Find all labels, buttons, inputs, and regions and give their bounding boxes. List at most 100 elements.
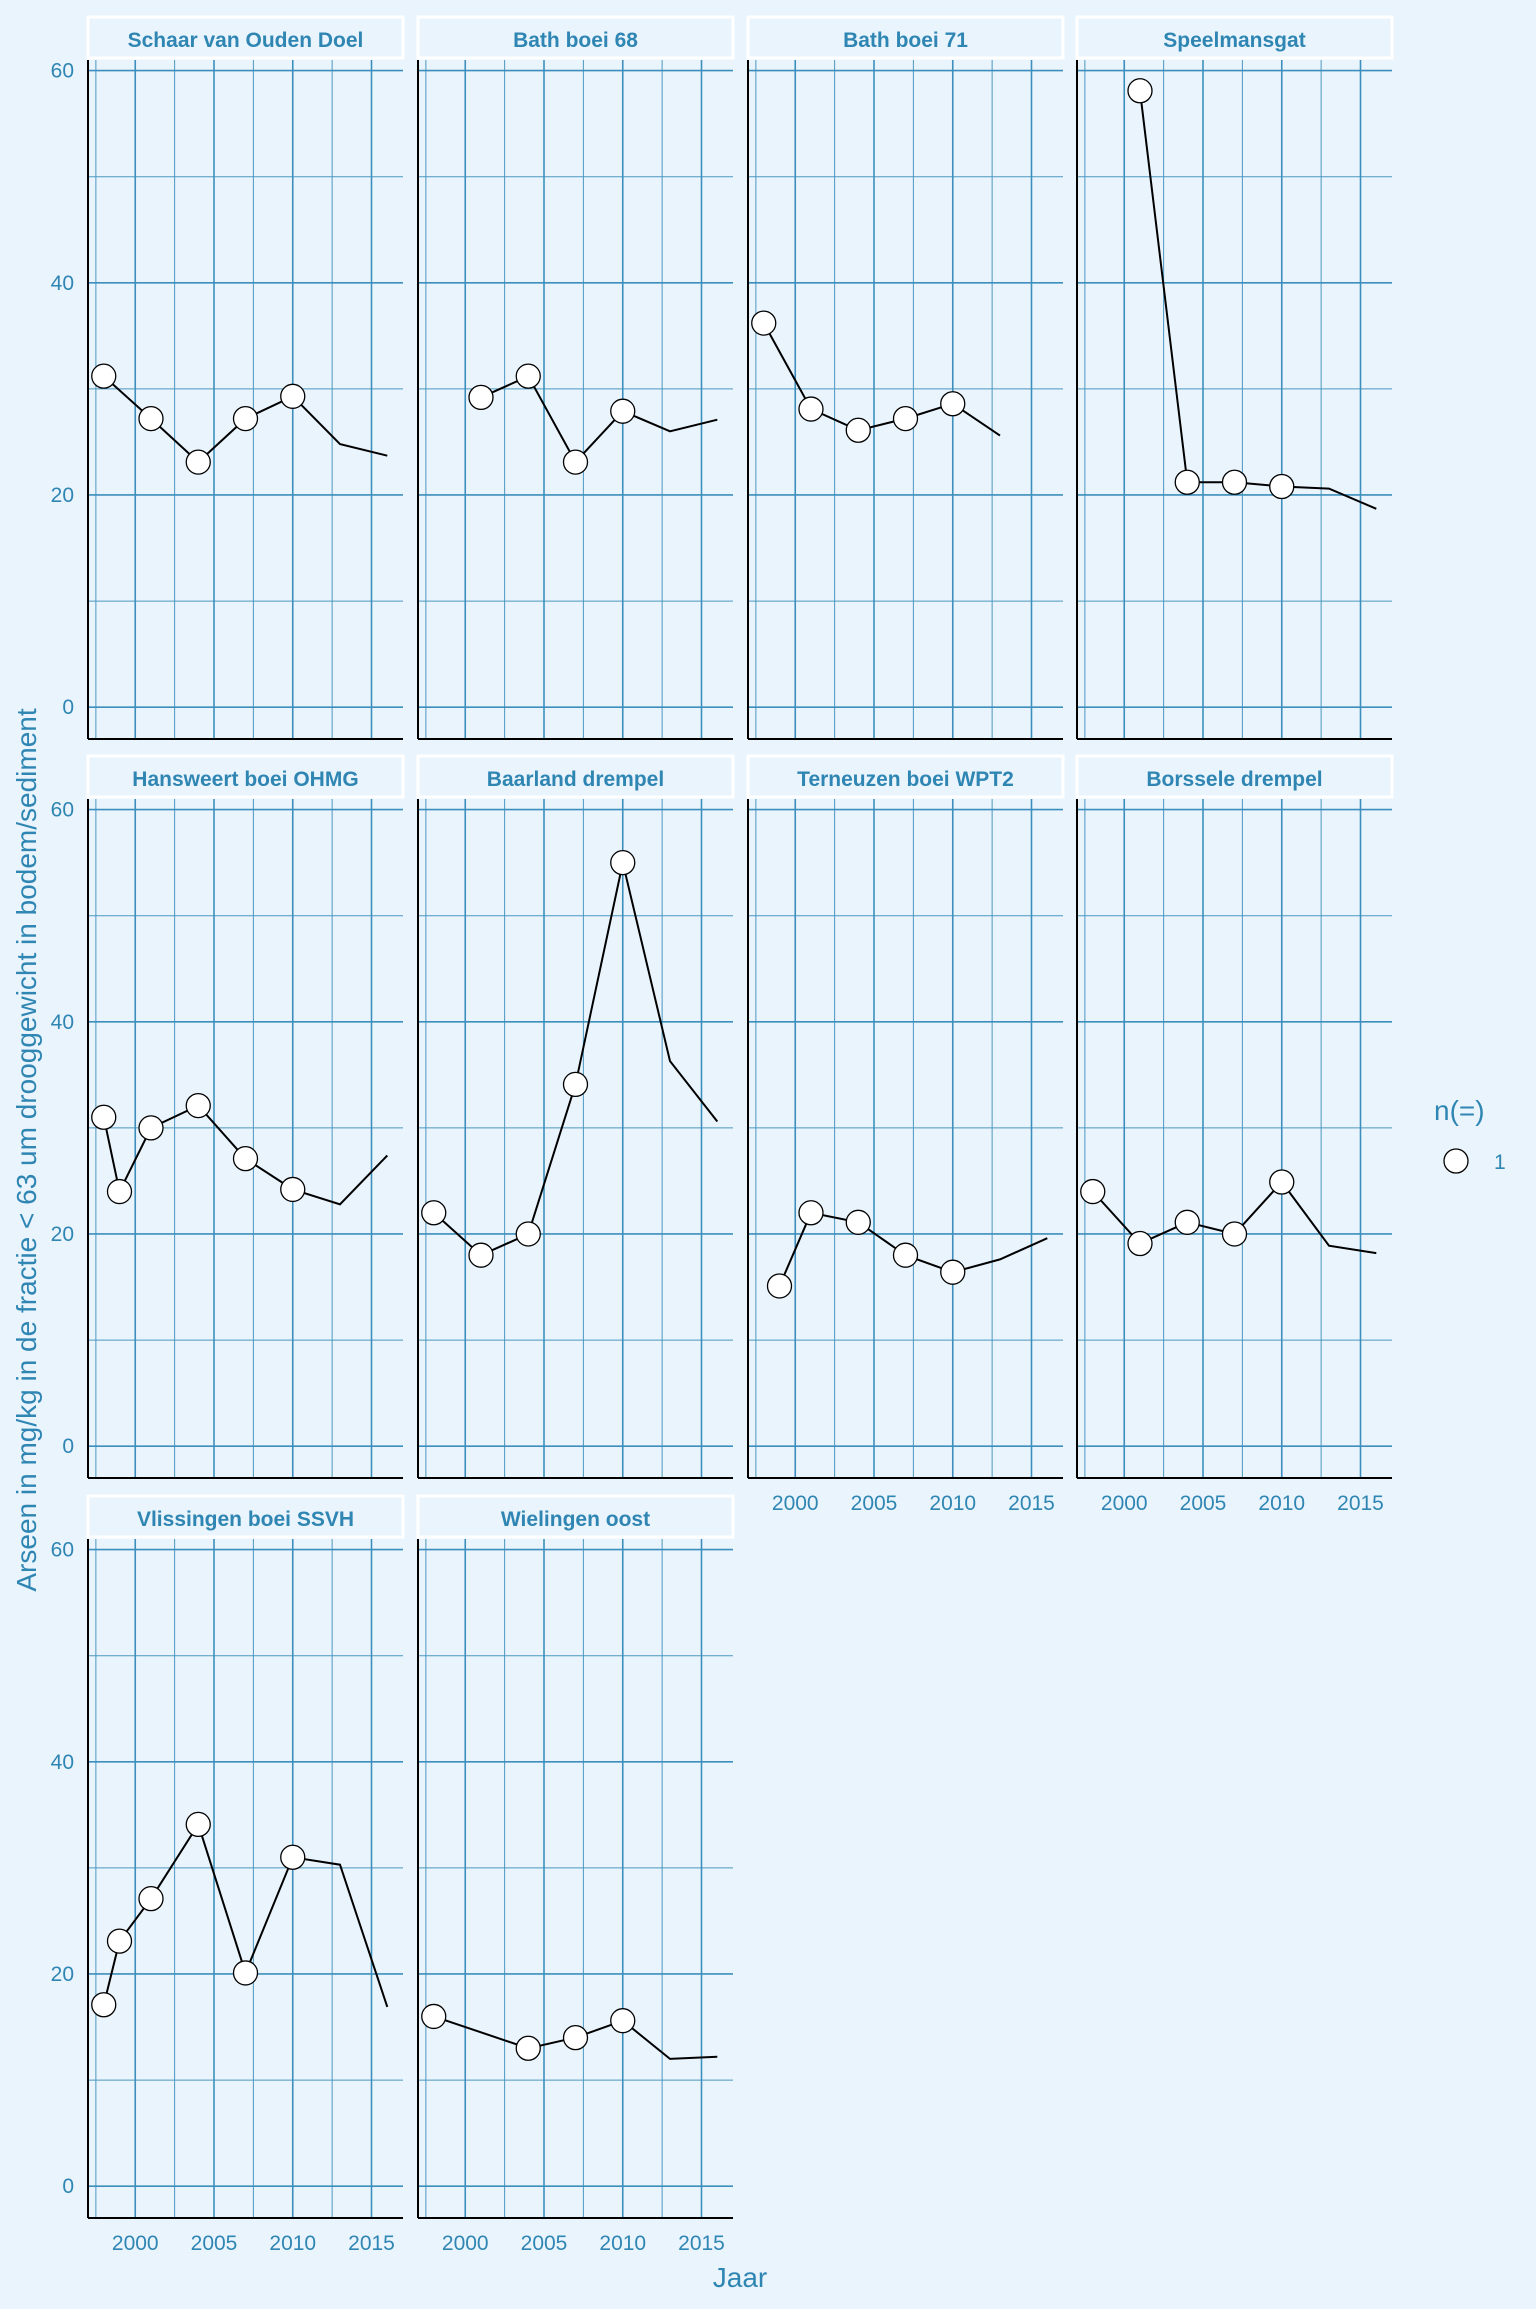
- data-point: [892, 1242, 919, 1268]
- panel-strip: [416, 15, 735, 60]
- data-point: [562, 2024, 589, 2051]
- x-axis-title: Jaar: [713, 2262, 767, 2293]
- data-point: [940, 391, 966, 417]
- y-tick-label: 60: [51, 799, 74, 822]
- data-point: [845, 1209, 871, 1235]
- data-point: [751, 310, 777, 336]
- data-point: [610, 850, 636, 876]
- x-tick-label: 2015: [1008, 1492, 1055, 1515]
- x-tick-label: 2015: [1337, 1492, 1384, 1515]
- panel-strip: [86, 15, 405, 60]
- data-point: [1221, 469, 1248, 495]
- panel-title: Schaar van Ouden Doel: [128, 29, 364, 52]
- series-line: [762, 322, 1001, 437]
- data-point: [766, 1273, 793, 1299]
- data-point: [280, 1844, 306, 1870]
- data-point: [138, 1115, 164, 1141]
- data-point: [185, 449, 211, 475]
- data-point: [798, 1200, 824, 1226]
- x-tick-label: 2010: [599, 2232, 646, 2255]
- y-tick-label: 20: [51, 1223, 74, 1246]
- data-point: [106, 1178, 133, 1205]
- x-tick-label: 2005: [851, 1492, 898, 1515]
- panel-title: Speelmansgat: [1163, 29, 1305, 52]
- data-point: [421, 2003, 447, 2030]
- panel-strip: [86, 1494, 405, 1539]
- data-point: [138, 1886, 164, 1912]
- data-point: [940, 1259, 966, 1285]
- series-line: [433, 862, 719, 1257]
- y-tick-label: 40: [51, 1751, 74, 1774]
- data-point: [232, 1146, 259, 1172]
- y-axis-title: Arseen in mg/kg in de fractie < 63 um dr…: [11, 708, 42, 1591]
- data-point: [562, 449, 589, 475]
- legend-label: 1: [1494, 1151, 1506, 1174]
- panel-title: Borssele drempel: [1146, 768, 1322, 791]
- x-tick-label: 2010: [269, 2232, 316, 2255]
- x-tick-label: 2015: [348, 2232, 395, 2255]
- x-tick-label: 2000: [772, 1492, 819, 1515]
- panel-title: Bath boei 68: [513, 29, 638, 52]
- x-tick-label: 2010: [1258, 1492, 1305, 1515]
- panel-title: Terneuzen boei WPT2: [797, 768, 1014, 791]
- series-line: [1139, 90, 1377, 510]
- panel-strip: [746, 15, 1065, 60]
- y-tick-label: 0: [62, 696, 74, 719]
- data-point: [610, 2008, 636, 2034]
- panel-strip: [746, 754, 1065, 799]
- data-point: [1174, 469, 1200, 495]
- series-line: [433, 2015, 718, 2060]
- data-point: [1174, 1209, 1200, 1235]
- data-point: [232, 405, 259, 432]
- data-point: [468, 384, 494, 411]
- data-point: [845, 417, 871, 443]
- y-tick-label: 60: [51, 1539, 74, 1562]
- x-tick-label: 2000: [112, 2232, 159, 2255]
- x-tick-label: 2000: [1101, 1492, 1148, 1515]
- legend-title: n(=): [1434, 1095, 1485, 1126]
- data-point: [1127, 1230, 1153, 1257]
- y-tick-label: 20: [51, 1963, 74, 1986]
- data-point: [798, 396, 824, 422]
- data-point: [91, 363, 117, 389]
- y-tick-label: 60: [51, 60, 74, 83]
- data-point: [185, 1811, 211, 1838]
- panel-strip: [86, 754, 405, 799]
- x-tick-label: 2010: [929, 1492, 976, 1515]
- panel-strip: [416, 754, 735, 799]
- data-point: [421, 1200, 447, 1226]
- y-tick-label: 40: [51, 272, 74, 295]
- legend-key-point: [1443, 1148, 1469, 1174]
- x-tick-label: 2005: [1180, 1492, 1227, 1515]
- data-point: [91, 1992, 117, 2018]
- data-point: [280, 1176, 306, 1203]
- data-point: [106, 1928, 133, 1954]
- data-point: [138, 405, 164, 432]
- y-tick-label: 20: [51, 484, 74, 507]
- data-point: [1269, 1169, 1295, 1195]
- x-tick-label: 2005: [191, 2232, 238, 2255]
- data-point: [1221, 1221, 1248, 1247]
- data-point: [1269, 473, 1295, 500]
- x-tick-label: 2000: [442, 2232, 489, 2255]
- data-point: [610, 398, 636, 424]
- panel-title: Hansweert boei OHMG: [132, 768, 358, 791]
- data-point: [91, 1104, 117, 1130]
- y-tick-label: 40: [51, 1011, 74, 1034]
- panel-title: Vlissingen boei SSVH: [137, 1508, 354, 1531]
- data-point: [280, 383, 306, 409]
- data-point: [1080, 1178, 1106, 1205]
- panel-title: Baarland drempel: [487, 768, 664, 791]
- y-tick-label: 0: [62, 2175, 74, 2198]
- data-point: [468, 1242, 494, 1268]
- data-point: [515, 2035, 541, 2061]
- data-point: [185, 1092, 211, 1119]
- data-point: [562, 1071, 589, 1098]
- data-point: [1127, 78, 1153, 104]
- data-point: [515, 1221, 541, 1247]
- panel-strip: [416, 1494, 735, 1539]
- x-tick-label: 2005: [521, 2232, 568, 2255]
- panel-title: Wielingen oost: [501, 1508, 650, 1531]
